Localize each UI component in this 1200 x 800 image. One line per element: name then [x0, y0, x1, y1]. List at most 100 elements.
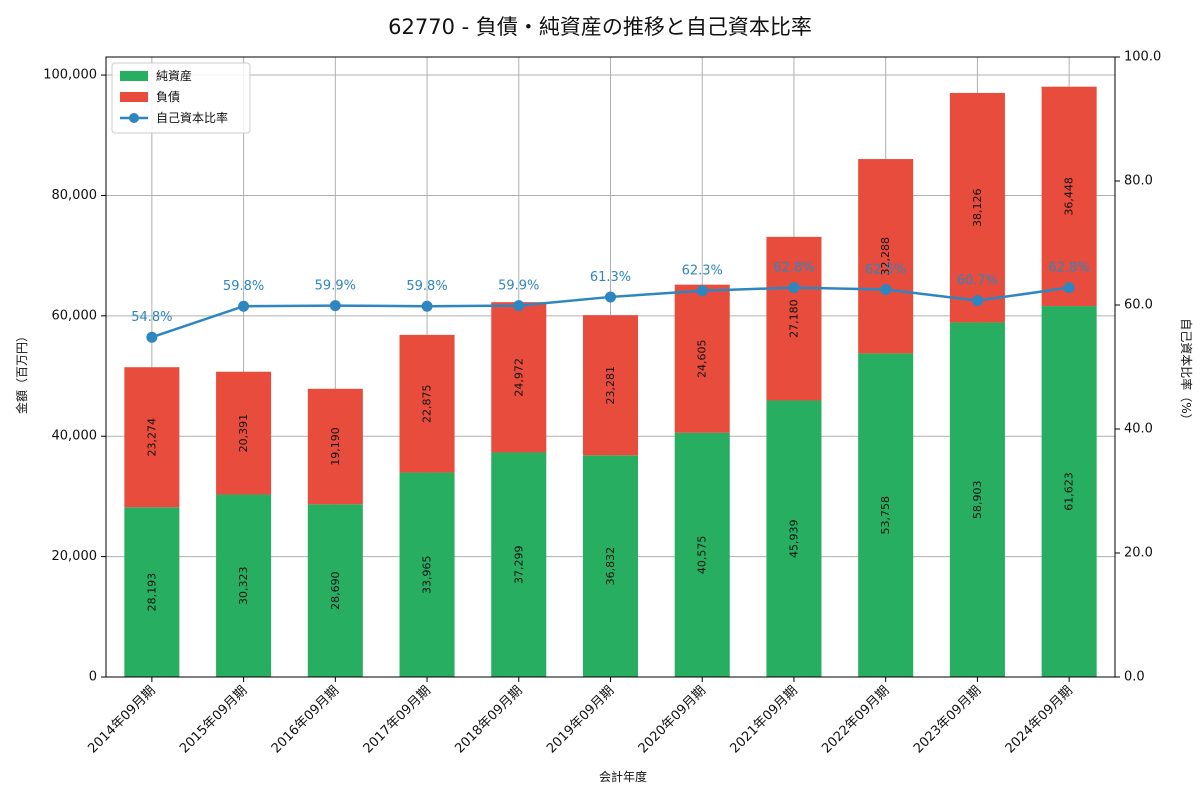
legend-marker	[129, 113, 139, 123]
ratio-value-label: 62.8%	[1048, 261, 1089, 276]
y2-tick-label: 0.0	[1124, 670, 1145, 685]
legend-swatch	[120, 71, 148, 81]
ratio-point	[421, 300, 433, 312]
bar-value-label: 24,972	[512, 358, 525, 397]
bar-liabilities	[858, 159, 914, 354]
ratio-point	[1063, 282, 1075, 294]
y-tick-label: 40,000	[52, 429, 98, 444]
bar-liabilities	[307, 388, 363, 505]
bar-liabilities	[399, 334, 455, 473]
x-tick-label: 2019年09月期	[544, 683, 617, 756]
bar-value-label: 38,126	[971, 188, 984, 227]
y2-tick-label: 20.0	[1124, 546, 1153, 561]
bar-liabilities	[582, 315, 639, 456]
bar-net-assets	[216, 494, 272, 677]
ratio-value-label: 62.8%	[773, 261, 814, 276]
ratio-value-label: 54.8%	[131, 310, 172, 325]
bar-value-label: 32,288	[879, 237, 892, 276]
y-tick-label: 80,000	[52, 188, 98, 203]
chart-title: 62770 - 負債・純資産の推移と自己資本比率	[388, 15, 812, 39]
legend-label: 自己資本比率	[156, 110, 228, 125]
x-tick-label: 2018年09月期	[452, 683, 525, 756]
bar-net-assets	[124, 507, 180, 677]
bar-net-assets	[491, 452, 547, 677]
ratio-point	[146, 331, 158, 343]
x-tick-label: 2016年09月期	[269, 683, 342, 756]
bar-value-label: 36,832	[604, 547, 617, 586]
ratio-value-label: 59.9%	[315, 279, 356, 294]
bar-value-label: 53,758	[879, 496, 892, 535]
y-tick-label: 100,000	[43, 68, 97, 83]
bar-value-label: 61,623	[1063, 472, 1076, 511]
ratio-value-label: 62.3%	[682, 264, 723, 279]
ratio-value-label: 61.3%	[590, 270, 631, 285]
legend-swatch	[120, 92, 148, 102]
y-tick-label: 0	[89, 670, 97, 685]
bar-value-label: 20,391	[237, 414, 250, 453]
y2-axis-label: 自己資本比率（%）	[1179, 318, 1194, 425]
ratio-value-label: 60.7%	[957, 274, 998, 289]
ratio-point	[329, 300, 341, 312]
y-axis-label: 金額（百万円）	[14, 330, 29, 414]
bar-liabilities	[216, 371, 272, 495]
bar-net-assets	[582, 455, 639, 677]
x-tick-label: 2020年09月期	[636, 683, 709, 756]
ratio-point	[238, 300, 250, 312]
bar-value-label: 33,965	[421, 556, 434, 595]
bar-value-label: 28,193	[145, 573, 158, 612]
bar-net-assets	[949, 322, 1005, 677]
x-tick-label: 2022年09月期	[819, 683, 892, 756]
bar-value-label: 23,281	[604, 366, 617, 405]
bar-value-label: 27,180	[787, 299, 800, 338]
x-tick-label: 2021年09月期	[727, 683, 800, 756]
ratio-point	[513, 300, 525, 312]
ratio-value-label: 59.8%	[406, 279, 447, 294]
x-tick-label: 2014年09月期	[85, 683, 158, 756]
bar-liabilities	[766, 236, 822, 401]
legend-label: 負債	[156, 89, 180, 104]
bar-net-assets	[1041, 306, 1097, 677]
y-tick-label: 20,000	[52, 549, 98, 564]
bar-liabilities	[949, 92, 1005, 323]
line-layer: 54.8% 59.8% 59.9% 59.8% 59.9% 61.3% 62.3% 62.8%…	[131, 261, 1090, 343]
bar-liabilities	[491, 302, 547, 453]
bar-value-label: 30,323	[237, 566, 250, 605]
bar-liabilities	[124, 367, 180, 508]
bar-net-assets	[766, 400, 822, 677]
bar-value-label: 36,448	[1063, 177, 1076, 216]
x-tick-label: 2024年09月期	[1003, 683, 1076, 756]
bar-liabilities	[674, 284, 730, 433]
bar-net-assets	[307, 504, 363, 677]
bar-liabilities	[1041, 86, 1097, 307]
bar-value-label: 24,605	[696, 339, 709, 378]
y2-tick-label: 60.0	[1124, 298, 1153, 313]
y2-tick-label: 80.0	[1124, 174, 1153, 189]
y-tick-label: 60,000	[52, 308, 98, 323]
x-axis-label: 会計年度	[599, 769, 647, 784]
bar-net-assets	[674, 432, 730, 677]
ratio-point	[971, 295, 983, 307]
x-tick-label: 2015年09月期	[177, 683, 250, 756]
ratio-value-label: 62.5%	[865, 263, 906, 278]
bar-net-assets	[399, 472, 455, 677]
bar-net-assets	[858, 353, 914, 677]
x-tick-label: 2023年09月期	[911, 683, 984, 756]
x-tick-label: 2017年09月期	[361, 683, 434, 756]
bar-value-label: 28,690	[329, 571, 342, 610]
bar-value-label: 58,903	[971, 480, 984, 519]
y2-tick-label: 100.0	[1124, 50, 1161, 65]
ratio-value-label: 59.8%	[223, 279, 264, 294]
ratio-point	[788, 282, 800, 294]
bar-value-label: 22,875	[421, 384, 434, 423]
ratio-point	[880, 284, 892, 295]
bar-value-label: 40,575	[696, 536, 709, 575]
bar-value-label: 37,299	[512, 545, 525, 584]
bar-value-label: 19,190	[329, 427, 342, 466]
legend-label: 純資産	[156, 68, 192, 83]
y2-tick-label: 40.0	[1124, 422, 1153, 437]
ratio-point	[605, 291, 616, 303]
ratio-point	[696, 285, 708, 297]
bar-value-label: 23,274	[145, 418, 158, 457]
